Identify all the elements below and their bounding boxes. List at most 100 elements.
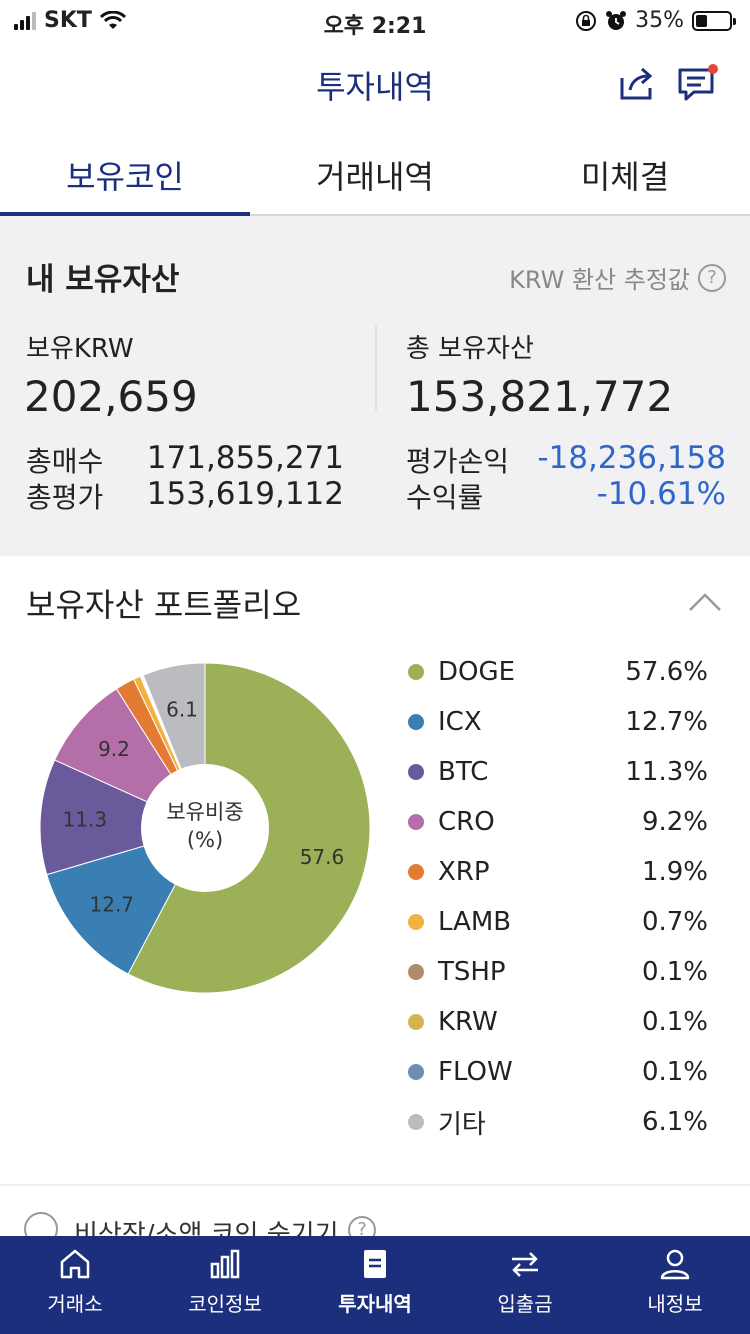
donut-slice-label-ICX: 12.7 xyxy=(90,892,135,916)
legend-dot xyxy=(408,1064,424,1080)
user-icon xyxy=(660,1249,690,1280)
rotation-lock-icon xyxy=(576,10,597,31)
donut-slice-label-BTC: 11.3 xyxy=(63,808,108,832)
tabbar-exchange-label: 거래소 xyxy=(47,1292,103,1316)
share-icon[interactable] xyxy=(616,64,658,104)
transfer-icon xyxy=(512,1252,538,1277)
signal-icon xyxy=(14,11,36,30)
pl-value: -18,236,158 xyxy=(537,440,726,476)
tabbar-investments-label: 투자내역 xyxy=(338,1292,412,1316)
carrier-signal: SKT xyxy=(14,8,126,33)
tab-bar: 보유코인 거래내역 미체결 xyxy=(0,124,750,216)
tab-pending[interactable]: 미체결 xyxy=(580,158,670,196)
pl-label: 평가손익 xyxy=(406,445,510,478)
home-icon xyxy=(60,1249,90,1279)
donut-center-label: 보유비중 xyxy=(166,800,243,824)
legend-item-XRP: XRP 1.9% xyxy=(408,852,728,892)
legend-dot xyxy=(408,864,424,880)
legend-name: 기타 xyxy=(438,1109,486,1140)
tabbar-investments[interactable]: 투자내역 xyxy=(300,1236,450,1334)
divider xyxy=(375,326,377,410)
legend-value: 12.7% xyxy=(625,707,708,737)
legend-value: 57.6% xyxy=(625,657,708,687)
battery-icon xyxy=(692,10,736,31)
donut-slice-label-DOGE: 57.6 xyxy=(300,845,345,869)
legend-value: 1.9% xyxy=(641,857,708,887)
legend-dot xyxy=(408,1014,424,1030)
krw-estimate-note[interactable]: KRW 환산 추정값 ? xyxy=(509,260,726,295)
legend-item-BTC: BTC 11.3% xyxy=(408,752,728,792)
legend-name: DOGE xyxy=(438,657,516,687)
portfolio-donut-chart: 보유비중 (%) 57.6 12.7 11.3 9.2 6.1 xyxy=(39,662,371,994)
legend-item-ICX: ICX 12.7% xyxy=(408,702,728,742)
krw-label: 보유KRW xyxy=(26,334,134,364)
portfolio-title: 보유자산 포트폴리오 xyxy=(26,586,302,624)
total-assets-value: 153,821,772 xyxy=(406,372,674,421)
legend-value: 0.1% xyxy=(641,1057,708,1087)
help-icon[interactable]: ? xyxy=(698,263,726,292)
portfolio-card: 보유자산 포트폴리오 보유비중 (%) 57.6 12.7 11.3 9.2 6.1 D… xyxy=(0,556,750,1184)
legend-value: 9.2% xyxy=(641,807,708,837)
tab-holdings[interactable]: 보유코인 xyxy=(0,124,250,216)
total-assets-label: 총 보유자산 xyxy=(406,334,534,364)
bottom-tab-bar: 거래소 코인정보 투자내역 입출금 내정보 xyxy=(0,1236,750,1334)
legend-dot xyxy=(408,814,424,830)
total-buy-label: 총매수 xyxy=(26,445,104,478)
donut-slice-BTC xyxy=(39,759,207,876)
legend-dot xyxy=(408,714,424,730)
tabbar-deposit-label: 입출금 xyxy=(497,1292,553,1316)
document-icon xyxy=(364,1250,386,1278)
tabbar-exchange[interactable]: 거래소 xyxy=(0,1236,150,1334)
legend-value: 0.1% xyxy=(641,1007,708,1037)
legend-item-DOGE: DOGE 57.6% xyxy=(408,652,728,692)
page-title: 투자내역 xyxy=(316,68,434,106)
legend-item-기타: 기타 6.1% xyxy=(408,1102,728,1142)
donut-hole xyxy=(141,764,269,892)
total-eval-value: 153,619,112 xyxy=(146,476,344,512)
donut-slice-label-CRO: 9.2 xyxy=(98,737,130,761)
my-assets-card: 내 보유자산 KRW 환산 추정값 ? 보유KRW 202,659 총 보유자산… xyxy=(0,228,750,554)
status-time: 오후 2:21 xyxy=(323,14,427,39)
legend-dot xyxy=(408,964,424,980)
chat-icon[interactable] xyxy=(676,64,720,104)
app-header: 투자내역 xyxy=(0,44,750,122)
legend-name: CRO xyxy=(438,807,495,837)
legend-dot xyxy=(408,764,424,780)
donut-slice-label-기타: 6.1 xyxy=(166,698,198,722)
rate-value: -10.61% xyxy=(596,476,726,512)
legend-name: ICX xyxy=(438,707,482,737)
legend-item-CRO: CRO 9.2% xyxy=(408,802,728,842)
total-buy-value: 171,855,271 xyxy=(146,440,344,476)
status-right: 35% xyxy=(575,8,736,33)
alarm-icon xyxy=(606,10,627,30)
krw-value: 202,659 xyxy=(24,372,198,421)
legend-value: 6.1% xyxy=(641,1107,708,1137)
legend-dot xyxy=(408,664,424,680)
legend-value: 11.3% xyxy=(625,757,708,787)
legend-dot xyxy=(408,914,424,930)
donut-center-unit: (%) xyxy=(187,828,223,852)
krw-note-label: KRW 환산 추정값 xyxy=(509,266,690,294)
tab-history[interactable]: 거래내역 xyxy=(316,158,434,196)
legend-name: TSHP xyxy=(438,957,506,987)
bar-chart-icon xyxy=(210,1249,240,1279)
legend-name: BTC xyxy=(438,757,489,787)
legend-value: 0.7% xyxy=(641,907,708,937)
wifi-icon xyxy=(99,10,126,29)
assets-title: 내 보유자산 xyxy=(26,262,180,298)
legend-name: KRW xyxy=(438,1007,498,1037)
legend-name: FLOW xyxy=(438,1057,513,1087)
tabbar-deposit[interactable]: 입출금 xyxy=(450,1236,600,1334)
legend-item-TSHP: TSHP 0.1% xyxy=(408,952,728,992)
carrier-name: SKT xyxy=(44,8,92,33)
tabbar-my-info[interactable]: 내정보 xyxy=(600,1236,750,1334)
tabbar-coin-info[interactable]: 코인정보 xyxy=(150,1236,300,1334)
total-eval-label: 총평가 xyxy=(26,481,104,514)
chevron-up-icon[interactable] xyxy=(688,592,722,612)
tabbar-my-info-label: 내정보 xyxy=(647,1292,703,1316)
legend-item-LAMB: LAMB 0.7% xyxy=(408,902,728,942)
legend-item-KRW: KRW 0.1% xyxy=(408,1002,728,1042)
status-bar: SKT 오후 2:21 35% xyxy=(0,0,750,44)
tabbar-coin-info-label: 코인정보 xyxy=(188,1292,262,1316)
rate-label: 수익률 xyxy=(406,481,484,514)
